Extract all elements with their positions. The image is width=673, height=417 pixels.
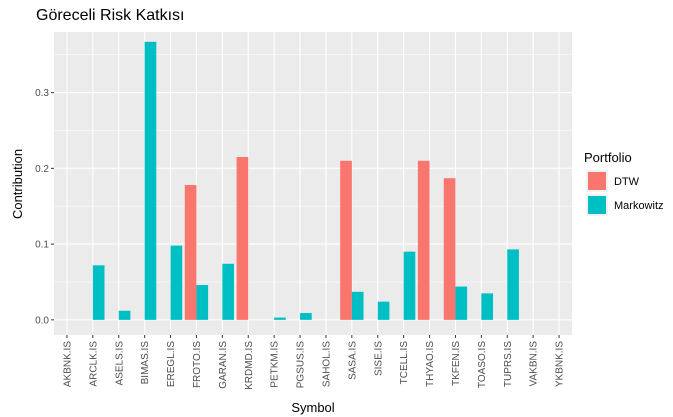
x-tick-label: TCELL.IS <box>399 341 410 385</box>
y-axis-title: Contribution <box>10 149 25 219</box>
legend: Portfolio DTW Markowitz <box>584 150 664 216</box>
bar-markowitz-bimas-is <box>144 41 157 320</box>
x-tick-label: ASELS.IS <box>114 341 125 386</box>
x-tick-label: AKBNK.IS <box>62 341 73 387</box>
y-tick-label: 0.3 <box>35 88 49 99</box>
x-tick-label: SASA.IS <box>347 341 358 380</box>
x-tick-label: TOASO.IS <box>477 341 488 388</box>
plot-panel <box>54 32 572 335</box>
y-axis: 0.0 0.1 0.2 0.3 <box>35 88 54 326</box>
bars <box>92 41 519 320</box>
bar-dtw-froto-is <box>184 185 197 320</box>
bar-dtw-tkfen-is <box>443 178 456 320</box>
y-tick-label: 0.1 <box>35 240 49 251</box>
x-tick-label: PETKM.IS <box>270 341 281 388</box>
y-tick-label: 0.0 <box>35 315 49 326</box>
x-tick-label: FROTO.IS <box>192 341 203 388</box>
bar-markowitz-tcell-is <box>403 251 416 320</box>
bar-dtw-sasa-is <box>340 160 352 320</box>
x-tick-label: TKFEN.IS <box>451 341 462 386</box>
bar-markowitz-pgsus-is <box>300 313 312 320</box>
x-axis-title: Symbol <box>291 400 334 415</box>
x-tick-label: KRDMD.IS <box>244 341 255 390</box>
bar-markowitz-eregl-is <box>170 245 183 320</box>
bar-markowitz-toaso-is <box>481 293 494 320</box>
y-tick-label: 0.2 <box>35 164 49 175</box>
legend-title: Portfolio <box>584 150 632 165</box>
x-tick-label: THYAO.IS <box>425 341 436 387</box>
legend-key-markowitz <box>588 196 606 214</box>
bar-markowitz-petkm-is <box>274 317 286 320</box>
x-tick-label: TUPRS.IS <box>503 341 514 387</box>
bar-dtw-thyao-is <box>417 160 430 320</box>
legend-label-markowitz: Markowitz <box>614 200 664 212</box>
bar-markowitz-froto-is <box>196 285 209 320</box>
x-tick-label: GARAN.IS <box>218 341 229 389</box>
legend-label-dtw: DTW <box>614 176 640 188</box>
legend-key-dtw <box>588 172 606 190</box>
x-tick-label: PGSUS.IS <box>296 341 307 389</box>
x-tick-label: ARCLK.IS <box>88 341 99 387</box>
chart-title: Göreceli Risk Katkısı <box>36 7 184 24</box>
x-tick-label: VAKBN.IS <box>529 341 540 387</box>
bar-markowitz-asels-is <box>118 310 131 320</box>
bar-markowitz-arclk-is <box>92 265 105 320</box>
x-tick-label: BIMAS.IS <box>140 341 151 385</box>
bar-markowitz-tkfen-is <box>455 286 468 320</box>
x-axis: AKBNK.IS ARCLK.IS ASELS.IS BIMAS.IS EREGL.IS… <box>62 335 566 390</box>
bar-markowitz-sise-is <box>377 301 390 320</box>
x-tick-label: YKBNK.IS <box>555 341 566 387</box>
bar-dtw-krdmd-is <box>236 156 249 320</box>
x-tick-label: SAHOL.IS <box>321 341 332 387</box>
x-tick-label: EREGL.IS <box>166 341 177 387</box>
bar-markowitz-tuprs-is <box>507 249 519 320</box>
bar-markowitz-sasa-is <box>351 291 364 320</box>
x-tick-label: SISE.IS <box>373 341 384 376</box>
bar-markowitz-garan-is <box>222 263 235 320</box>
